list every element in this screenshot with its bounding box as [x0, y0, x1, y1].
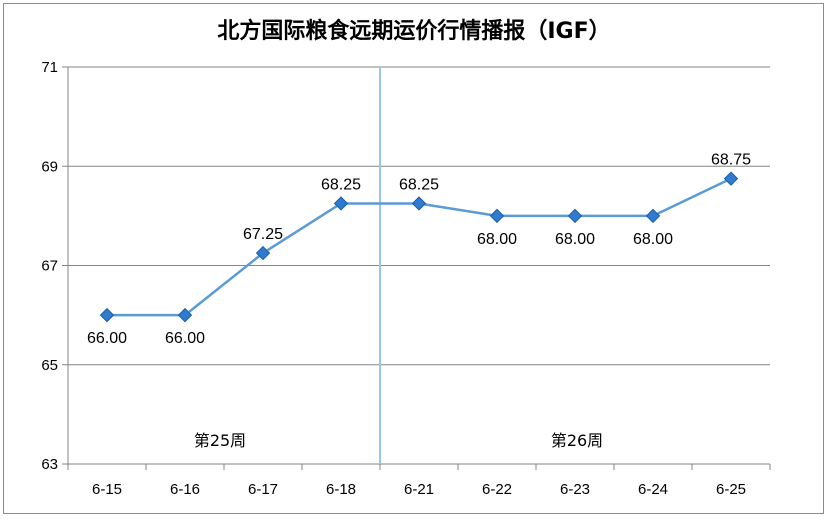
x-tick-label: 6-18: [326, 481, 356, 498]
grid: [68, 66, 770, 366]
data-label: 68.00: [555, 231, 595, 248]
x-tick-label: 6-21: [404, 481, 434, 498]
data-point: [411, 196, 427, 211]
data-label: 68.25: [321, 176, 361, 193]
data-point: [333, 196, 349, 211]
data-label: 66.00: [165, 330, 205, 347]
data-markers: [99, 171, 739, 323]
y-axis-tick-labels: 63 65 67 69 71: [41, 59, 58, 473]
y-tick-label: 65: [41, 357, 58, 374]
data-label: 68.25: [399, 176, 439, 193]
y-tick-label: 63: [41, 456, 58, 473]
x-tick-label: 6-22: [482, 481, 512, 498]
data-point: [645, 208, 661, 224]
data-point: [99, 307, 115, 323]
week-labels: 第25周 第26周: [194, 431, 603, 450]
data-label: 68.75: [711, 152, 751, 169]
data-point: [723, 171, 739, 186]
x-tick-label: 6-16: [170, 481, 200, 498]
x-tick-label: 6-15: [92, 481, 122, 498]
data-point: [567, 208, 583, 224]
data-label: 67.25: [243, 226, 283, 243]
y-tick-label: 67: [41, 258, 58, 275]
axes: [62, 66, 771, 470]
data-labels: 66.00 66.00 67.25 68.25 68.25 68.00 68.00 68.00…: [87, 152, 751, 347]
week-label: 第25周: [194, 431, 246, 450]
data-label: 68.00: [477, 231, 517, 248]
x-tick-label: 6-23: [560, 481, 590, 498]
x-tick-label: 6-17: [248, 481, 278, 498]
chart-frame: [3, 3, 824, 514]
data-point: [177, 307, 193, 323]
data-point: [489, 208, 505, 224]
week-label: 第26周: [551, 431, 603, 450]
y-tick-label: 69: [41, 158, 58, 175]
data-label: 66.00: [87, 330, 127, 347]
x-axis-tick-labels: 6-15 6-16 6-17 6-18 6-21 6-22 6-23 6-24 6-25: [92, 481, 746, 498]
y-tick-label: 71: [41, 59, 58, 76]
data-label: 68.00: [633, 231, 673, 248]
data-point: [255, 245, 271, 261]
x-tick-label: 6-24: [638, 481, 668, 498]
chart-title: 北方国际粮食远期运价行情播报（IGF）: [217, 18, 610, 44]
x-tick-label: 6-25: [716, 481, 746, 498]
